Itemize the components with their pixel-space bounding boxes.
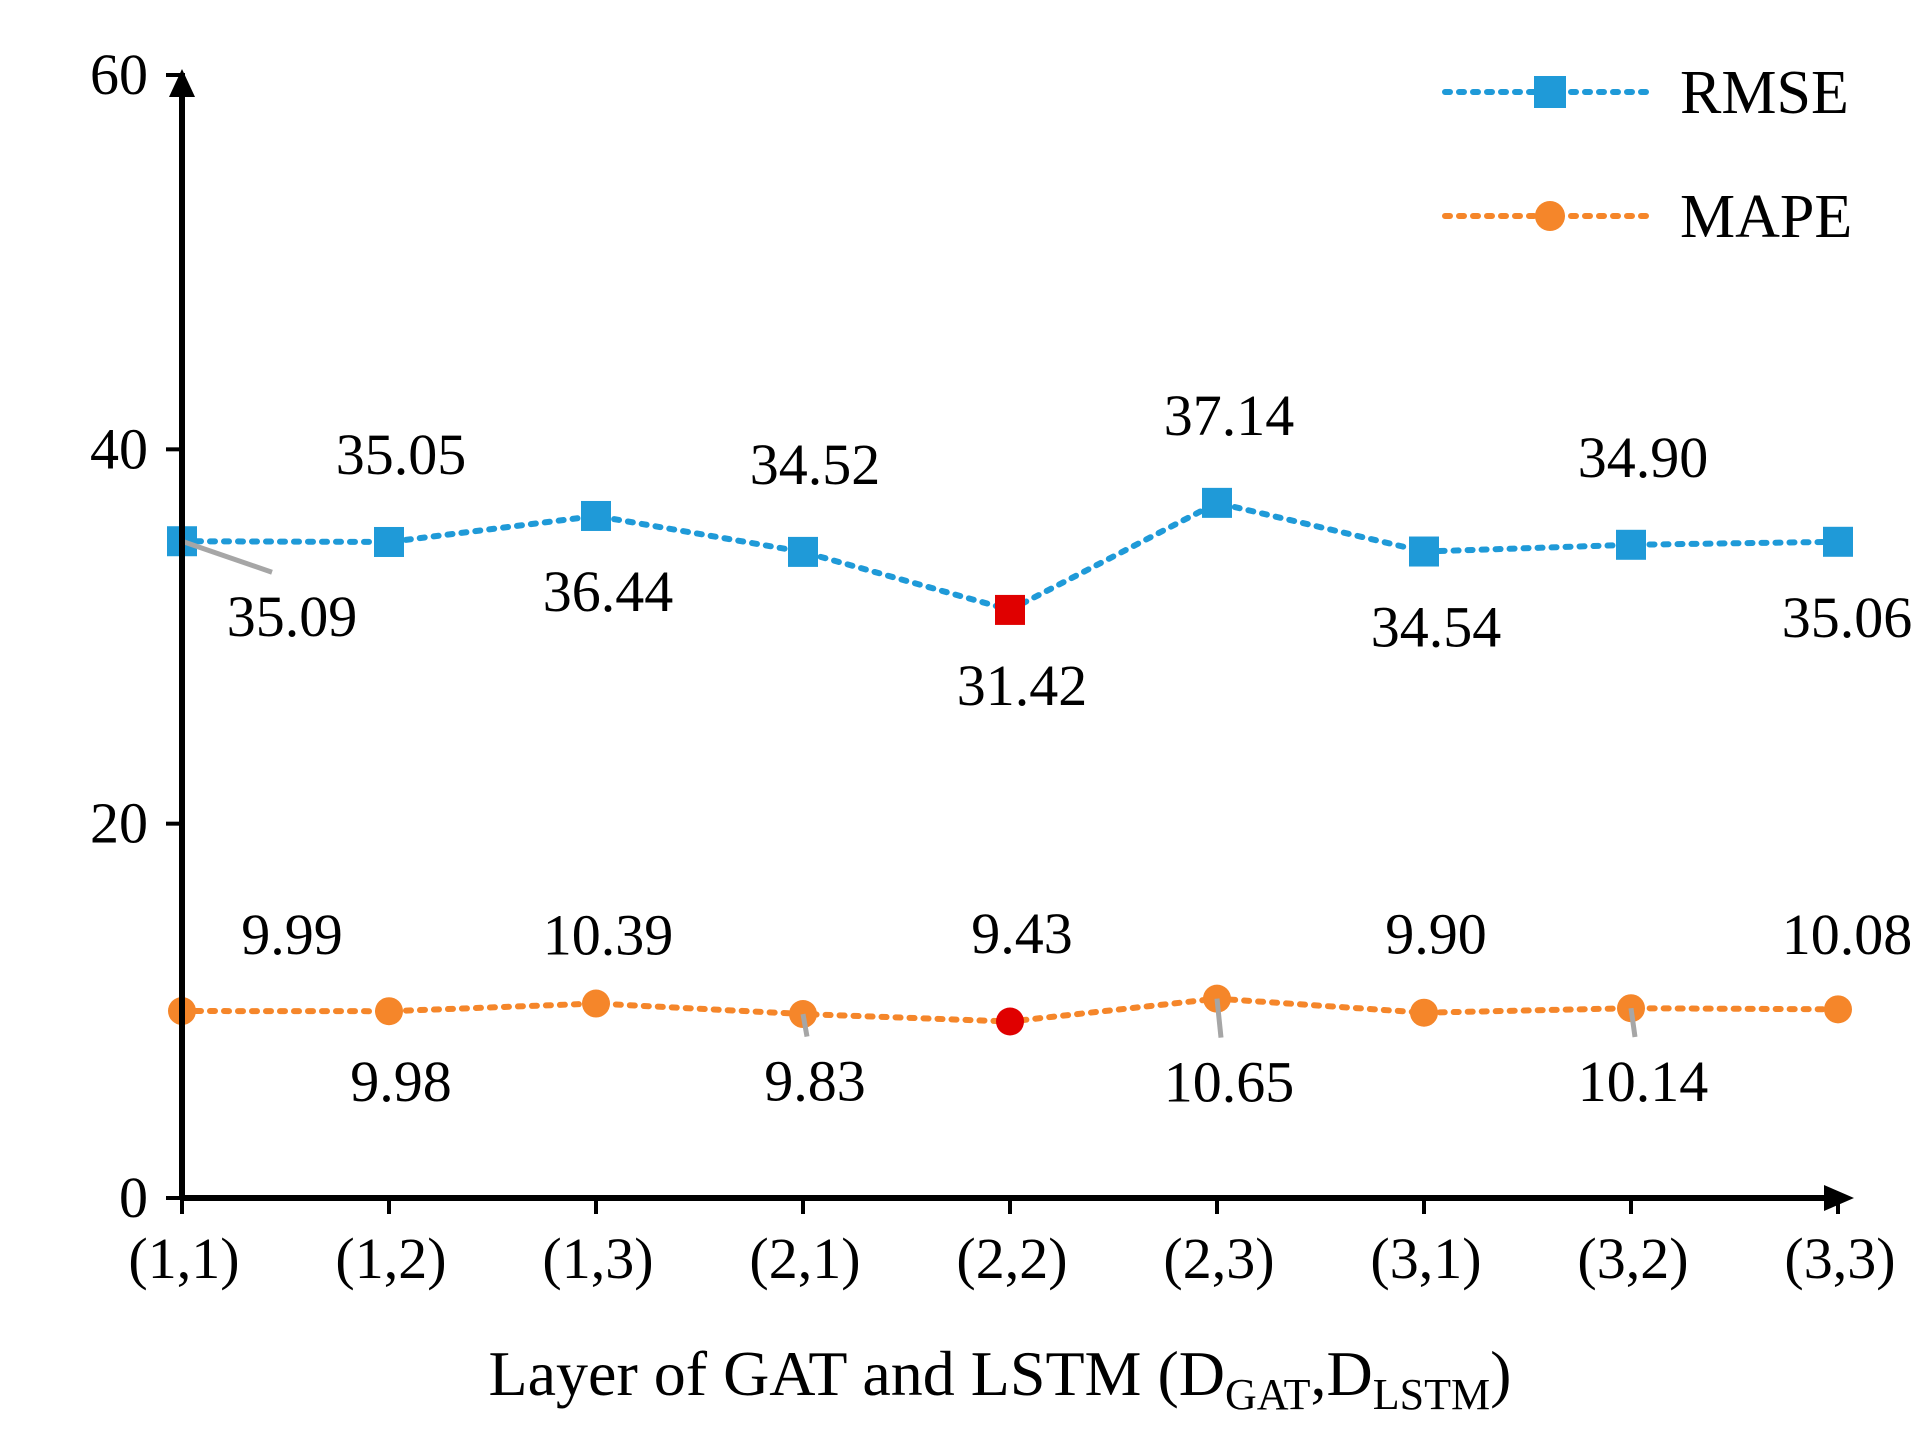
- y-axis-arrow: [169, 69, 195, 97]
- mape-marker: [1824, 995, 1852, 1024]
- rmse-legend-marker: [1534, 76, 1566, 108]
- x-tick-label: (2,2): [956, 1226, 1067, 1291]
- rmse-callout-line: [181, 538, 273, 575]
- mape-data-label: 10.14: [1578, 1049, 1709, 1114]
- y-tick-label: 20: [90, 791, 148, 856]
- mape-marker: [1410, 998, 1438, 1027]
- mape-marker: [996, 1007, 1024, 1036]
- x-tick-label: (1,3): [542, 1226, 653, 1291]
- y-tick-label: 0: [119, 1165, 148, 1230]
- rmse-data-label: 34.90: [1578, 425, 1709, 490]
- x-tick-label: (3,3): [1784, 1226, 1895, 1291]
- rmse-data-label: 34.52: [750, 432, 881, 497]
- rmse-marker: [374, 526, 404, 557]
- y-tick-label: 40: [90, 416, 148, 481]
- x-axis-title: Layer of GAT and LSTM (DGAT,DLSTM): [489, 1338, 1512, 1419]
- x-tick-label: (2,1): [749, 1226, 860, 1291]
- mape-data-label: 9.43: [971, 901, 1073, 966]
- rmse-marker: [1823, 526, 1853, 557]
- mape-legend-marker: [1535, 201, 1565, 231]
- mape-marker: [582, 989, 610, 1018]
- mape-callout-line: [800, 1013, 810, 1038]
- rmse-data-label: 35.06: [1782, 585, 1913, 650]
- x-tick-label: (3,1): [1370, 1226, 1481, 1291]
- mape-data-label: 9.90: [1385, 902, 1487, 967]
- rmse-data-label: 34.54: [1371, 595, 1502, 660]
- rmse-marker: [788, 536, 818, 567]
- mape-legend-label: MAPE: [1680, 183, 1852, 251]
- rmse-legend-label: RMSE: [1680, 59, 1849, 127]
- rmse-data-label: 35.09: [227, 584, 358, 649]
- mape-data-label: 9.99: [241, 902, 343, 967]
- x-tick-label: (1,1): [128, 1226, 239, 1291]
- mape-callout-line: [1214, 998, 1224, 1038]
- mape-data-label: 10.39: [543, 902, 674, 967]
- rmse-marker: [1409, 536, 1439, 567]
- rmse-marker: [995, 594, 1025, 625]
- mape-data-label: 10.65: [1164, 1050, 1295, 1115]
- rmse-marker: [1616, 529, 1646, 560]
- x-tick-label: (1,2): [335, 1226, 446, 1291]
- mape-callout-line: [1628, 1007, 1638, 1038]
- rmse-data-label: 37.14: [1164, 383, 1295, 448]
- rmse-marker: [581, 500, 611, 531]
- rmse-marker: [1202, 487, 1232, 518]
- x-tick-label: (2,3): [1163, 1226, 1274, 1291]
- x-tick-label: (3,2): [1577, 1226, 1688, 1291]
- rmse-series-line: [179, 499, 1841, 614]
- mape-data-label: 9.98: [350, 1049, 452, 1114]
- rmse-data-label: 31.42: [957, 653, 1088, 718]
- rmse-data-label: 36.44: [543, 559, 674, 624]
- y-tick-label: 60: [90, 42, 148, 107]
- mape-data-label: 9.83: [764, 1049, 866, 1114]
- rmse-data-label: 35.05: [336, 422, 467, 487]
- mape-data-label: 10.08: [1782, 902, 1913, 967]
- mape-marker: [375, 997, 403, 1026]
